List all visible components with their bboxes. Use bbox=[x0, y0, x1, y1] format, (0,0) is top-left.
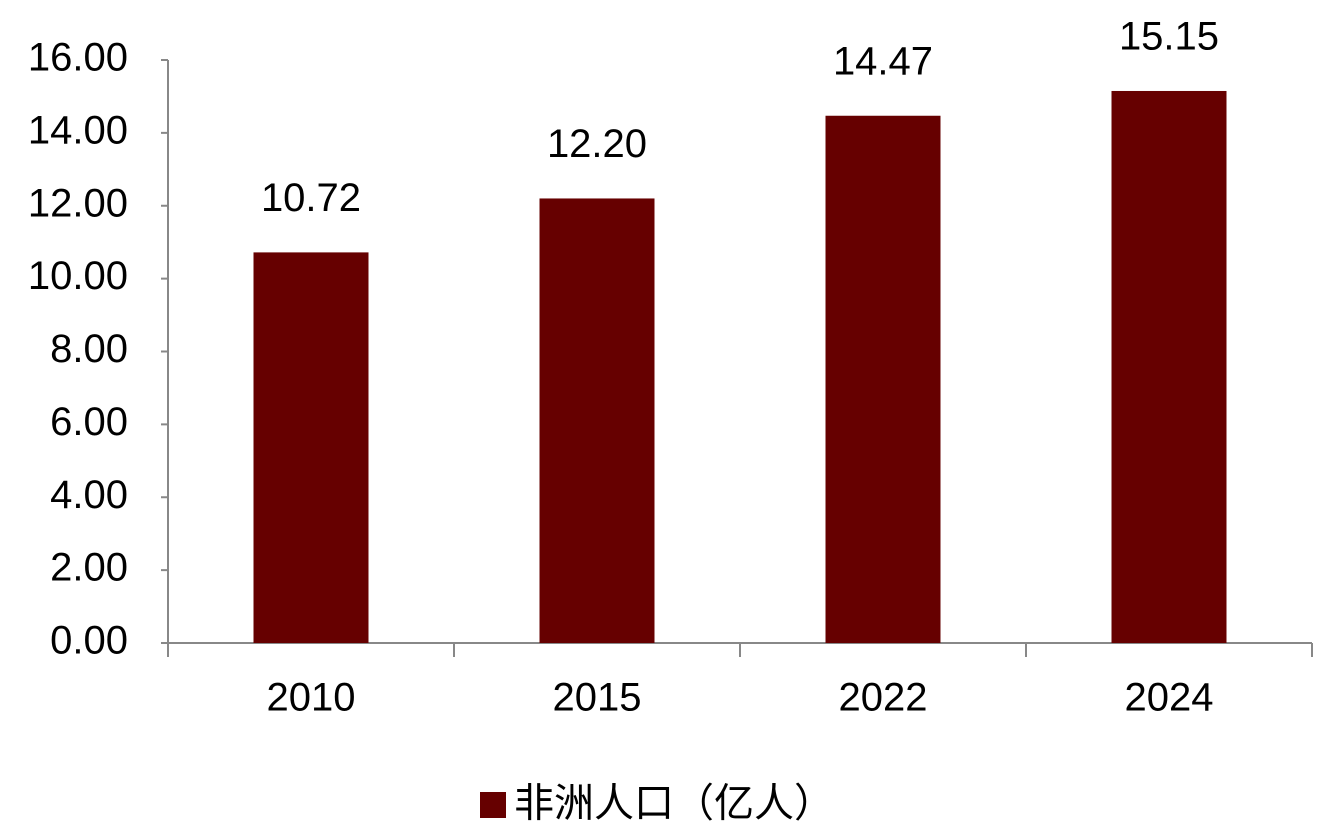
bar bbox=[825, 115, 941, 643]
legend-label: 非洲人口（亿人） bbox=[514, 782, 834, 826]
x-tick-label: 2022 bbox=[839, 676, 928, 720]
bar bbox=[253, 252, 369, 643]
x-tick-label: 2010 bbox=[267, 676, 356, 720]
value-label: 14.47 bbox=[833, 39, 933, 83]
x-tick-label: 2024 bbox=[1125, 676, 1214, 720]
legend-swatch bbox=[480, 792, 506, 818]
value-label: 10.72 bbox=[261, 176, 361, 220]
bar bbox=[539, 198, 655, 643]
value-label: 12.20 bbox=[547, 122, 647, 166]
y-tick-label: 4.00 bbox=[50, 473, 128, 517]
bar bbox=[1111, 90, 1227, 644]
value-label: 15.15 bbox=[1119, 15, 1219, 59]
y-tick-label: 2.00 bbox=[50, 546, 128, 590]
y-tick-label: 14.00 bbox=[28, 108, 128, 152]
y-tick-label: 6.00 bbox=[50, 400, 128, 444]
y-tick-label: 16.00 bbox=[28, 36, 128, 80]
y-tick-label: 12.00 bbox=[28, 181, 128, 225]
y-tick-label: 0.00 bbox=[50, 619, 128, 663]
y-tick-label: 8.00 bbox=[50, 327, 128, 371]
x-tick-label: 2015 bbox=[553, 676, 642, 720]
y-tick-label: 10.00 bbox=[28, 254, 128, 298]
